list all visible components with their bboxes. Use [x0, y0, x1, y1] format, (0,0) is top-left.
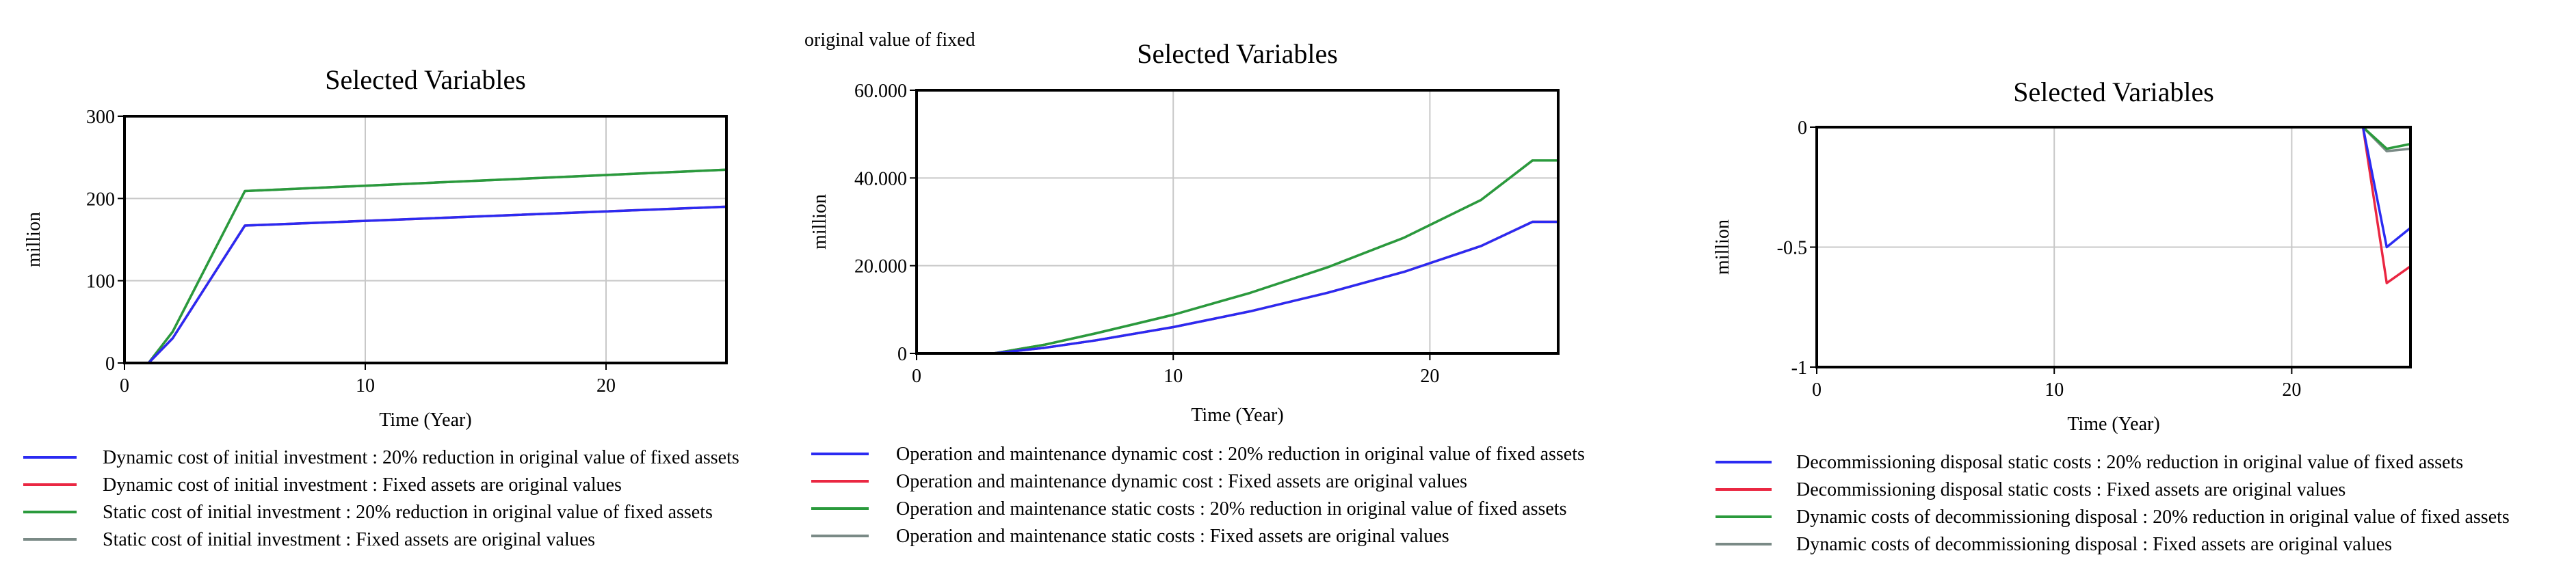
legend-entry: Static cost of initial investment : Fixe…	[103, 529, 595, 550]
series-line-red	[147, 205, 727, 364]
y-tick-label: 60.000	[854, 81, 907, 102]
x-tick-label: 10	[356, 375, 375, 396]
x-tick-label: 0	[120, 375, 129, 396]
y-axis-label: million	[23, 212, 44, 267]
y-tick-label: -1	[1791, 358, 1807, 379]
y-tick-label: 100	[86, 271, 115, 293]
x-axis-label: Time (Year)	[379, 409, 471, 431]
y-tick-label: 300	[86, 107, 115, 128]
legend: Decommissioning disposal static costs : …	[1716, 452, 2510, 555]
y-tick-label: 200	[86, 189, 115, 210]
y-tick-label: 0	[897, 344, 907, 365]
series-line-gray	[993, 159, 1558, 355]
x-tick-label: 20	[1420, 366, 1439, 387]
y-tick-label: 40.000	[854, 168, 907, 189]
legend-entry: Operation and maintenance dynamic cost :…	[896, 471, 1467, 492]
x-tick-label: 10	[2045, 379, 2064, 401]
series-line-green	[2362, 126, 2411, 150]
legend-entry: Dynamic costs of decommissioning disposa…	[1796, 507, 2510, 528]
x-axis-label: Time (Year)	[2067, 414, 2159, 435]
x-tick-label: 0	[912, 366, 921, 387]
x-tick-label: 20	[596, 375, 616, 396]
legend-entry: Decommissioning disposal static costs : …	[1796, 479, 2345, 500]
legend-entry: Operation and maintenance static costs :…	[896, 526, 1449, 547]
cropped-fragment-label: original value of fixed	[804, 29, 975, 51]
y-tick-label: -0.5	[1777, 238, 1807, 259]
plot-frame	[123, 115, 728, 364]
x-axis-label: Time (Year)	[1191, 405, 1283, 426]
legend-entry: Operation and maintenance dynamic cost :…	[896, 444, 1585, 465]
series-line-green	[993, 159, 1558, 355]
legend-entry: Operation and maintenance static costs :…	[896, 498, 1566, 520]
y-tick-label: 20.000	[854, 256, 907, 278]
x-tick-label: 0	[1812, 379, 1822, 401]
series-line-blue	[993, 220, 1558, 355]
series-line-green	[147, 168, 727, 364]
series-line-blue	[147, 205, 727, 364]
x-tick-label: 10	[1164, 366, 1183, 387]
legend-entry: Static cost of initial investment : 20% …	[103, 502, 713, 523]
y-axis-label: million	[1712, 219, 1733, 275]
legend-entry: Dynamic costs of decommissioning disposa…	[1796, 534, 2392, 555]
x-tick-label: 20	[2282, 379, 2301, 401]
y-tick-label: 0	[1798, 118, 1807, 139]
legend-entry: Dynamic cost of initial investment : Fix…	[103, 474, 622, 496]
chart-2: Selected Variables 0 10 20 0 20.000 40.000 60.0…	[809, 38, 1585, 547]
chart-title: Selected Variables	[1137, 38, 1338, 69]
series-line-red	[993, 220, 1558, 355]
legend-entry: Decommissioning disposal static costs : …	[1796, 452, 2463, 473]
series-line-blue	[2361, 126, 2412, 249]
chart-title: Selected Variables	[325, 64, 526, 95]
chart-title: Selected Variables	[2013, 77, 2214, 107]
legend: Operation and maintenance dynamic cost :…	[811, 444, 1585, 547]
y-tick-label: 0	[105, 353, 115, 375]
legend-entry: Dynamic cost of initial investment : 20%…	[103, 447, 739, 468]
legend: Dynamic cost of initial investment : 20%…	[23, 447, 739, 550]
y-axis-label: million	[809, 194, 830, 250]
series-line-red	[2361, 126, 2412, 284]
plot-frame	[915, 89, 1560, 355]
chart-3: Selected Variables 0 10 20 0 -0.5 -1 Time (Year…	[1712, 77, 2510, 555]
